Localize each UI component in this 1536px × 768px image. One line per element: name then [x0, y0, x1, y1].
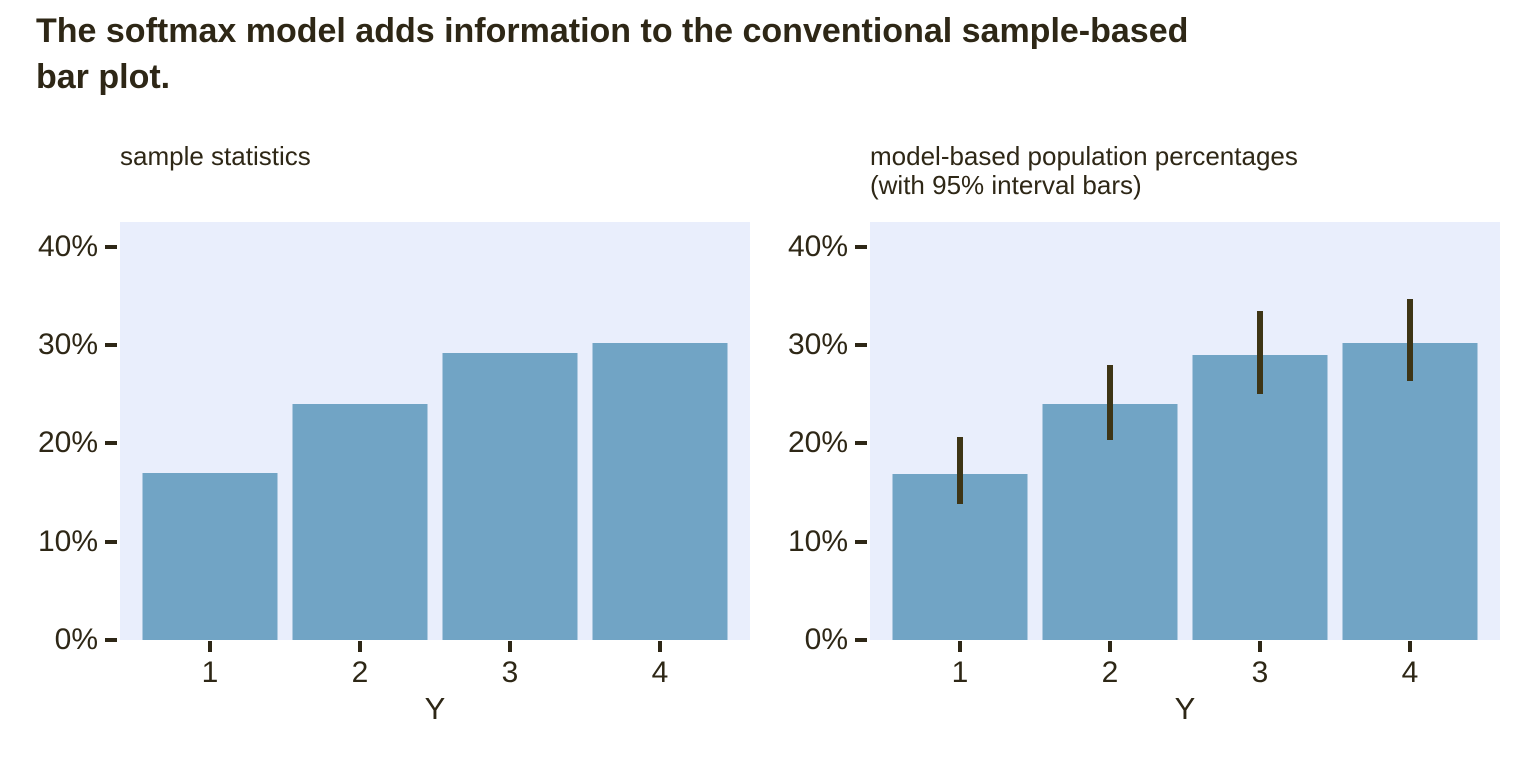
- x-tick-mark: [358, 641, 362, 652]
- y-tick-label: 0%: [54, 623, 98, 656]
- bar: [442, 352, 578, 640]
- x-tick-mark: [508, 641, 512, 652]
- y-tick-mark: [855, 244, 867, 249]
- interval-bar: [1107, 364, 1113, 441]
- y-tick-mark: [105, 244, 117, 249]
- x-axis: 1 2 3 4: [120, 640, 750, 696]
- y-tick-label: 0%: [804, 623, 848, 656]
- y-tick-label: 40%: [37, 229, 98, 263]
- y-tick-mark: [855, 539, 867, 544]
- facet-subtitle: sample statistics: [120, 141, 311, 171]
- y-tick: 10%: [37, 524, 117, 558]
- interval-bar: [1407, 298, 1413, 382]
- y-tick-mark: [855, 441, 867, 446]
- plot-panel: [120, 222, 750, 640]
- x-tick-mark: [958, 641, 962, 652]
- facet-model-based-percentages: model-based population percentages (with…: [750, 140, 1500, 760]
- y-tick-mark: [105, 539, 117, 544]
- bar: [1042, 403, 1178, 640]
- x-tick-label: 1: [201, 656, 219, 689]
- x-axis-title: Y: [424, 691, 446, 726]
- y-axis: 0% 10% 20% 30% 40%: [0, 222, 117, 655]
- x-tick-mark: [208, 641, 212, 652]
- x-tick-mark: [658, 641, 662, 652]
- y-tick-label: 30%: [37, 327, 98, 361]
- bar: [142, 472, 278, 640]
- y-tick: 10%: [787, 524, 867, 558]
- x-axis: 1 2 3 4: [870, 640, 1500, 696]
- y-tick-mark: [105, 638, 117, 642]
- x-tick-label: 4: [651, 656, 669, 689]
- facet-sample-statistics: sample statistics 0% 10% 20% 30% 40% 1 2 3 4 Y: [0, 140, 750, 760]
- y-tick-label: 30%: [787, 327, 848, 361]
- y-tick-label: 10%: [787, 524, 848, 558]
- y-tick: 20%: [38, 428, 117, 458]
- y-tick: 40%: [787, 229, 867, 263]
- x-tick-label: 4: [1401, 656, 1419, 689]
- x-tick-label: 2: [351, 656, 369, 689]
- x-axis-title: Y: [1174, 691, 1196, 726]
- y-tick-label: 20%: [787, 426, 848, 460]
- bar: [592, 342, 728, 640]
- y-tick: 20%: [788, 428, 867, 458]
- y-tick: 0%: [55, 625, 117, 655]
- y-tick-mark: [105, 441, 117, 446]
- y-tick: 0%: [805, 625, 867, 655]
- facet-subtitle: model-based population percentages (with…: [870, 141, 1298, 201]
- y-tick-mark: [855, 638, 867, 642]
- y-axis: 0% 10% 20% 30% 40%: [750, 222, 867, 655]
- y-tick-mark: [855, 342, 867, 347]
- x-tick-label: 1: [951, 656, 969, 689]
- bar: [1192, 354, 1328, 640]
- y-tick-label: 20%: [37, 426, 98, 460]
- x-tick-mark: [1258, 641, 1262, 652]
- y-tick-label: 40%: [787, 229, 848, 263]
- y-tick: 30%: [787, 327, 867, 361]
- x-tick-mark: [1408, 641, 1412, 652]
- interval-bar: [957, 437, 963, 505]
- y-tick: 30%: [37, 327, 117, 361]
- chart-title: The softmax model adds information to th…: [36, 12, 1189, 97]
- y-tick-label: 10%: [37, 524, 98, 558]
- bar: [292, 403, 428, 640]
- x-tick-label: 2: [1101, 656, 1119, 689]
- y-tick-mark: [105, 342, 117, 347]
- interval-bar: [1257, 310, 1263, 395]
- plot-panel: [870, 222, 1500, 640]
- bar: [1342, 342, 1478, 640]
- x-tick-label: 3: [501, 656, 519, 689]
- y-tick: 40%: [37, 229, 117, 263]
- x-tick-mark: [1108, 641, 1112, 652]
- x-tick-label: 3: [1251, 656, 1269, 689]
